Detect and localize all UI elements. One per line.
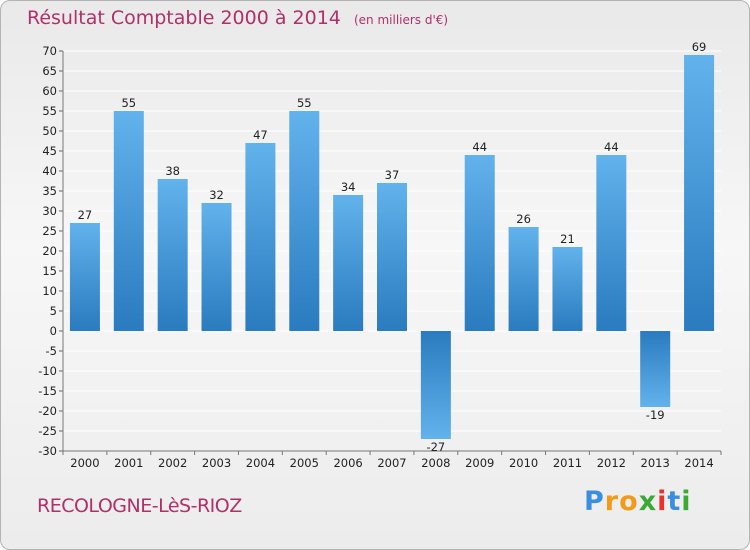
bar bbox=[684, 55, 715, 331]
bar bbox=[420, 331, 451, 439]
data-label: 55 bbox=[297, 96, 312, 110]
data-label: 69 bbox=[692, 40, 707, 54]
logo-letter: i bbox=[681, 486, 692, 517]
logo-letter: i bbox=[657, 486, 668, 517]
y-tick-label: 0 bbox=[50, 324, 57, 338]
y-tick-label: -15 bbox=[38, 384, 57, 398]
logo-letter: P bbox=[584, 486, 605, 517]
data-label: 55 bbox=[121, 96, 136, 110]
data-label: 38 bbox=[165, 164, 180, 178]
bar bbox=[464, 155, 495, 331]
logo-letter: o bbox=[619, 486, 639, 517]
bar bbox=[289, 111, 320, 331]
data-label: 44 bbox=[472, 140, 487, 154]
bar bbox=[377, 183, 407, 331]
x-tick-label: 2010 bbox=[509, 456, 538, 470]
proxiti-logo: Proxiti bbox=[584, 486, 692, 517]
y-tick-label: 50 bbox=[42, 124, 57, 138]
data-label: -19 bbox=[646, 408, 665, 422]
logo-letter: r bbox=[604, 486, 620, 517]
data-label: 32 bbox=[209, 188, 224, 202]
data-label: 21 bbox=[560, 232, 575, 246]
data-label: -27 bbox=[426, 440, 445, 454]
x-tick-label: 2000 bbox=[70, 456, 99, 470]
unit-text: (en milliers d'€) bbox=[353, 13, 449, 27]
chart-title: Résultat Comptable 2000 à 2014 (en milli… bbox=[27, 7, 448, 29]
data-label: 47 bbox=[253, 128, 268, 142]
y-tick-label: 10 bbox=[42, 284, 57, 298]
y-tick-label: -25 bbox=[38, 424, 57, 438]
y-tick-label: 65 bbox=[42, 64, 57, 78]
x-tick-label: 2004 bbox=[246, 456, 275, 470]
x-tick-label: 2012 bbox=[597, 456, 626, 470]
y-tick-label: -10 bbox=[38, 364, 57, 378]
bar bbox=[113, 111, 144, 331]
x-tick-label: 2013 bbox=[641, 456, 670, 470]
y-tick-label: 60 bbox=[42, 84, 57, 98]
data-label: 44 bbox=[604, 140, 619, 154]
x-tick-label: 2003 bbox=[202, 456, 231, 470]
bar bbox=[640, 331, 671, 407]
bar bbox=[245, 143, 276, 331]
logo-letter: t bbox=[667, 486, 682, 517]
bar bbox=[333, 195, 364, 331]
x-tick-label: 2006 bbox=[333, 456, 362, 470]
data-label: 27 bbox=[78, 208, 93, 222]
data-label: 34 bbox=[341, 180, 356, 194]
bar bbox=[552, 247, 583, 331]
bar bbox=[508, 227, 539, 331]
y-tick-label: 45 bbox=[42, 144, 57, 158]
logo-letter: x bbox=[638, 486, 658, 517]
commune-name: RECOLOGNE-LèS-RIOZ bbox=[37, 495, 242, 517]
bar bbox=[69, 223, 100, 331]
y-tick-label: 25 bbox=[42, 224, 57, 238]
y-tick-label: -20 bbox=[38, 404, 57, 418]
x-tick-label: 2007 bbox=[377, 456, 406, 470]
data-label: 37 bbox=[385, 168, 400, 182]
bar bbox=[596, 155, 627, 331]
x-tick-label: 2008 bbox=[421, 456, 450, 470]
y-tick-label: 40 bbox=[42, 164, 57, 178]
y-tick-label: -5 bbox=[46, 344, 57, 358]
bar bbox=[157, 179, 188, 331]
y-tick-label: 30 bbox=[42, 204, 57, 218]
title-text: Résultat Comptable 2000 à 2014 bbox=[27, 7, 341, 29]
x-tick-label: 2014 bbox=[684, 456, 713, 470]
x-tick-label: 2005 bbox=[290, 456, 319, 470]
y-tick-label: 70 bbox=[42, 44, 57, 58]
y-tick-label: 20 bbox=[42, 244, 57, 258]
x-tick-label: 2002 bbox=[158, 456, 187, 470]
data-label: 26 bbox=[516, 212, 531, 226]
y-tick-label: 5 bbox=[50, 304, 57, 318]
bar bbox=[201, 203, 232, 331]
x-tick-label: 2011 bbox=[553, 456, 582, 470]
x-tick-label: 2001 bbox=[114, 456, 143, 470]
x-tick-label: 2009 bbox=[465, 456, 494, 470]
y-tick-label: 15 bbox=[42, 264, 57, 278]
y-tick-label: 55 bbox=[42, 104, 57, 118]
y-tick-label: 35 bbox=[42, 184, 57, 198]
y-tick-label: -30 bbox=[38, 444, 57, 458]
